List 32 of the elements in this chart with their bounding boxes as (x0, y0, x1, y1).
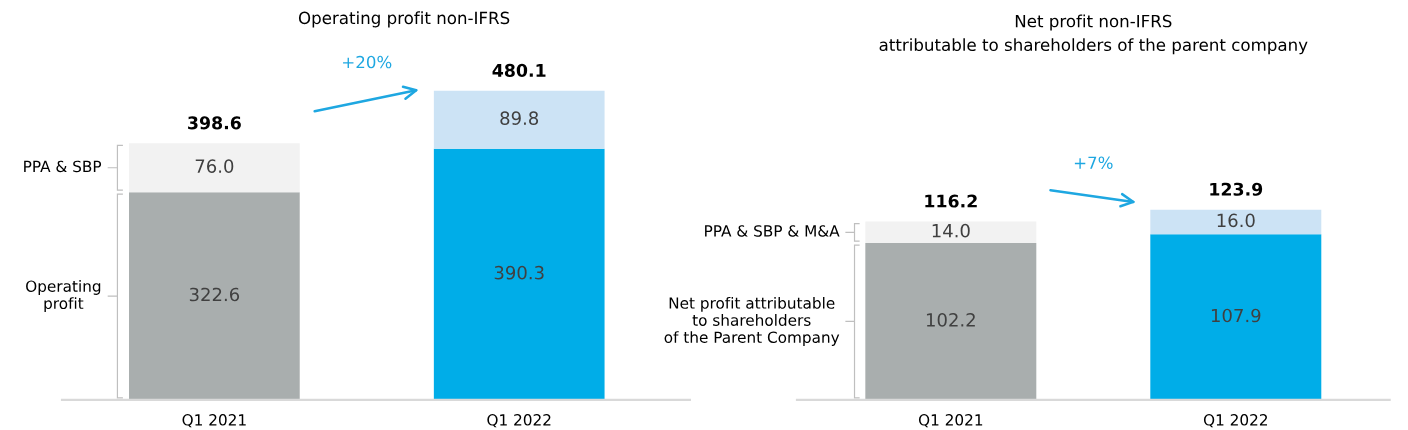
bar (129, 143, 300, 193)
data-label: 102.2 (926, 313, 975, 327)
bar (865, 221, 1037, 244)
total-label: 480.1 (492, 63, 546, 77)
bar (433, 148, 605, 400)
data-label: 16.0 (1217, 213, 1255, 228)
chart-title: Net profit non-IFRS attributable to shareholders of the parent company (879, 14, 1308, 55)
data-label: 14.0 (932, 223, 970, 238)
text: +7% (1074, 156, 1113, 170)
total-label: 123.9 (1210, 182, 1263, 196)
data-label: 89.8 (500, 111, 539, 125)
text: +20% (343, 55, 392, 69)
data-label: 390.3 (494, 265, 544, 280)
bar (433, 90, 605, 149)
bar (1150, 234, 1322, 400)
x-tick-label: Q1 2022 (487, 414, 551, 428)
series-label: Operating profit (26, 280, 101, 313)
series-label: PPA & SBP (24, 160, 102, 173)
chart-title: Operating profit non-IFRS (298, 11, 510, 28)
total-label: 398.6 (188, 116, 241, 130)
bar (865, 243, 1037, 400)
bar (129, 192, 300, 400)
data-label: 322.6 (189, 287, 240, 302)
series-label: Net profit attributable to shareholders of the Parent Company (664, 296, 840, 346)
series-label: PPA & SBP & M&A (705, 225, 840, 237)
x-tick-label: Q1 2021 (918, 414, 983, 428)
bar (1150, 209, 1322, 235)
x-tick-label: Q1 2022 (1203, 414, 1268, 428)
total-label: 116.2 (925, 194, 977, 208)
data-label: 76.0 (195, 159, 234, 173)
x-tick-label: Q1 2021 (182, 414, 246, 428)
data-label: 107.9 (1211, 308, 1261, 323)
